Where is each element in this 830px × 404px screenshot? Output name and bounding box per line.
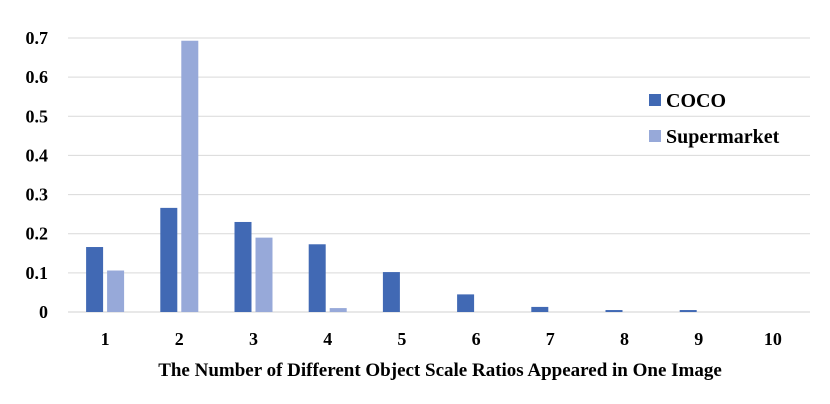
x-tick-label: 8: [620, 329, 629, 349]
bar-coco-4: [308, 244, 326, 312]
x-tick-label: 10: [764, 329, 782, 349]
bar-coco-8: [605, 310, 623, 312]
legend-swatch: [649, 130, 661, 142]
bar-coco-5: [382, 272, 400, 312]
bar-supermarket-2: [181, 40, 199, 313]
y-tick-label: 0.1: [26, 263, 49, 283]
bar-supermarket-3: [255, 237, 273, 312]
bar-coco-2: [160, 207, 178, 312]
y-axis-ticks: 0 0.1 0.2 0.3 0.4 0.5 0.6 0.7: [26, 28, 49, 322]
legend-label: Supermarket: [666, 126, 780, 148]
x-tick-label: 7: [546, 329, 555, 349]
y-tick-label: 0.3: [26, 185, 49, 205]
x-tick-label: 9: [694, 329, 703, 349]
gridlines: [68, 37, 810, 313]
y-tick-label: 0.6: [26, 67, 49, 87]
x-tick-label: 3: [249, 329, 258, 349]
bar-supermarket-4: [329, 308, 347, 312]
y-tick-label: 0.7: [26, 28, 49, 48]
x-axis-ticks: 1 2 3 4 5 6 7 8 9 10: [101, 329, 782, 349]
y-tick-label: 0.2: [26, 224, 49, 244]
bar-coco-1: [86, 247, 104, 312]
bar-supermarket-1: [107, 270, 125, 312]
bar-coco-3: [234, 221, 252, 312]
bars: [86, 40, 697, 313]
legend-label: COCO: [666, 90, 726, 112]
bar-coco-9: [679, 310, 697, 312]
x-tick-label: 2: [175, 329, 184, 349]
x-axis-title: The Number of Different Object Scale Rat…: [158, 360, 722, 381]
bar-coco-6: [457, 294, 475, 312]
y-tick-label: 0: [39, 302, 48, 322]
x-tick-label: 1: [101, 329, 110, 349]
x-tick-label: 5: [397, 329, 406, 349]
legend-swatch: [649, 94, 661, 106]
y-tick-label: 0.5: [26, 106, 49, 126]
y-tick-label: 0.4: [26, 145, 49, 165]
legend: COCO Supermarket: [649, 90, 780, 148]
x-tick-label: 6: [472, 329, 481, 349]
x-tick-label: 4: [323, 329, 332, 349]
bar-coco-7: [531, 306, 549, 312]
